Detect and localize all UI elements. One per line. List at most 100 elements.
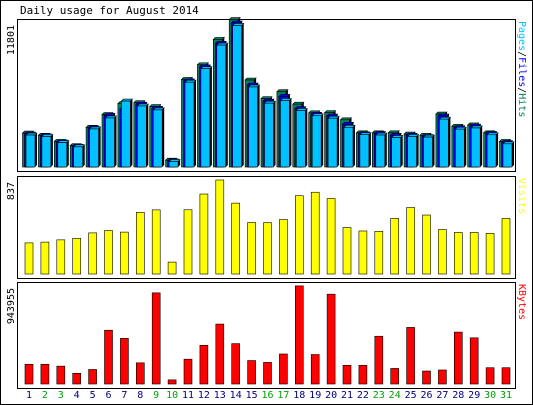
- x-tick-label-17: 17: [277, 390, 289, 401]
- panel-visits: 837 Visits: [6, 176, 527, 279]
- pages-bar-face: [121, 100, 131, 168]
- pages-bar-face: [264, 102, 274, 168]
- pages-bar-face: [137, 105, 147, 168]
- pages-bar-face: [295, 110, 306, 168]
- day-bar-group-3: [53, 139, 70, 168]
- pages-bar-face: [41, 136, 52, 168]
- visits-bar-13: [215, 179, 225, 275]
- chart-title: Daily usage for August 2014: [20, 4, 199, 17]
- pages-bar: [454, 126, 468, 168]
- day-bar-group-27: [435, 111, 452, 168]
- bars-pages-files-hits: [21, 17, 515, 168]
- pages-bar: [88, 126, 102, 168]
- panel-pages-files-hits: 11801 Pages/Files/Hits: [6, 17, 527, 172]
- pages-bar-side: [305, 108, 308, 167]
- pages-bar: [41, 134, 54, 168]
- day-bar-group-30: [482, 130, 499, 168]
- day-bar-group-7: [117, 98, 134, 168]
- kbytes-bar-10: [167, 379, 177, 385]
- pages-bar-side: [496, 132, 499, 167]
- visits-bar-25: [406, 207, 415, 275]
- visits-bar-20: [326, 198, 336, 275]
- pages-bar: [263, 100, 277, 168]
- visits-bar-17: [279, 219, 288, 275]
- day-bar-group-26: [419, 132, 436, 168]
- x-tick-label-23: 23: [373, 390, 385, 401]
- pages-bar: [279, 98, 293, 168]
- visits-bar-28: [453, 232, 463, 275]
- pages-bar-face: [343, 127, 354, 168]
- kbytes-bar-6: [104, 329, 113, 385]
- x-tick-label-8: 8: [137, 390, 143, 401]
- x-tick-label-21: 21: [341, 390, 353, 401]
- day-bar-group-29: [466, 122, 483, 168]
- kbytes-bar-16: [263, 362, 272, 385]
- pages-bar-face: [327, 117, 338, 168]
- pages-bar-side: [337, 116, 340, 167]
- x-tick-label-7: 7: [121, 390, 127, 401]
- day-bar-group-16: [260, 96, 277, 168]
- pages-bar-side: [82, 144, 85, 167]
- pages-bar-face: [25, 134, 36, 168]
- pages-bar-face: [280, 100, 290, 168]
- kbytes-bar-1: [24, 363, 34, 385]
- pages-bar-side: [512, 141, 514, 167]
- pages-bar: [168, 159, 181, 168]
- visits-bar-7: [120, 231, 129, 275]
- kbytes-bar-30: [485, 367, 495, 385]
- day-bar-group-12: [196, 62, 213, 168]
- kbytes-bar-24: [390, 368, 400, 385]
- x-tick-label-14: 14: [230, 390, 242, 401]
- day-bar-group-14: [228, 17, 245, 168]
- x-tick-label-6: 6: [105, 390, 111, 401]
- x-tick-label-5: 5: [90, 390, 96, 401]
- kbytes-bar-25: [406, 327, 415, 385]
- pages-bar-side: [225, 43, 228, 167]
- pages-bar: [184, 79, 197, 168]
- legend-part-2: Files: [516, 57, 527, 87]
- pages-bar-side: [98, 126, 101, 167]
- pages-bar: [422, 134, 436, 168]
- visits-bar-22: [358, 230, 368, 275]
- legend-part-4: Hits: [516, 93, 527, 117]
- day-bar-group-24: [387, 130, 404, 168]
- kbytes-bar-11: [183, 358, 193, 385]
- y-max-label-visits: 837: [6, 182, 17, 200]
- visits-bar-3: [56, 239, 66, 275]
- x-tick-label-25: 25: [405, 390, 417, 401]
- pages-bar-side: [448, 117, 451, 167]
- visits-bar-9: [151, 209, 161, 275]
- panel-frame-pages-files-hits: [17, 19, 516, 172]
- x-tick-label-11: 11: [182, 390, 194, 401]
- pages-bar: [247, 84, 261, 168]
- pages-bar: [390, 135, 404, 168]
- pages-bar-face: [105, 117, 115, 168]
- kbytes-bar-23: [374, 335, 384, 385]
- pages-bar: [502, 141, 515, 168]
- x-tick-label-30: 30: [484, 390, 496, 401]
- pages-bar-face: [311, 115, 322, 168]
- pages-bar-face: [502, 143, 513, 168]
- pages-bar-face: [439, 118, 449, 168]
- kbytes-bar-7: [120, 338, 129, 385]
- pages-bar: [470, 125, 483, 168]
- x-tick-label-13: 13: [214, 390, 226, 401]
- pages-bar-side: [480, 125, 483, 167]
- pages-bar-side: [194, 80, 196, 167]
- visits-bar-15: [247, 222, 256, 275]
- pages-bar-side: [162, 107, 165, 167]
- pages-bar-side: [50, 134, 53, 167]
- panel-frame-kbytes: [17, 282, 516, 389]
- pages-bar: [406, 134, 420, 168]
- kbytes-bar-19: [310, 354, 320, 385]
- visits-bar-21: [342, 227, 352, 275]
- kbytes-bar-3: [56, 365, 66, 385]
- pages-bar-face: [232, 25, 242, 168]
- pages-bar: [438, 116, 452, 168]
- pages-bar-side: [400, 135, 403, 167]
- day-bar-group-8: [133, 100, 150, 168]
- pages-bar-face: [470, 127, 481, 168]
- kbytes-bar-8: [136, 362, 145, 385]
- kbytes-bar-31: [501, 367, 511, 385]
